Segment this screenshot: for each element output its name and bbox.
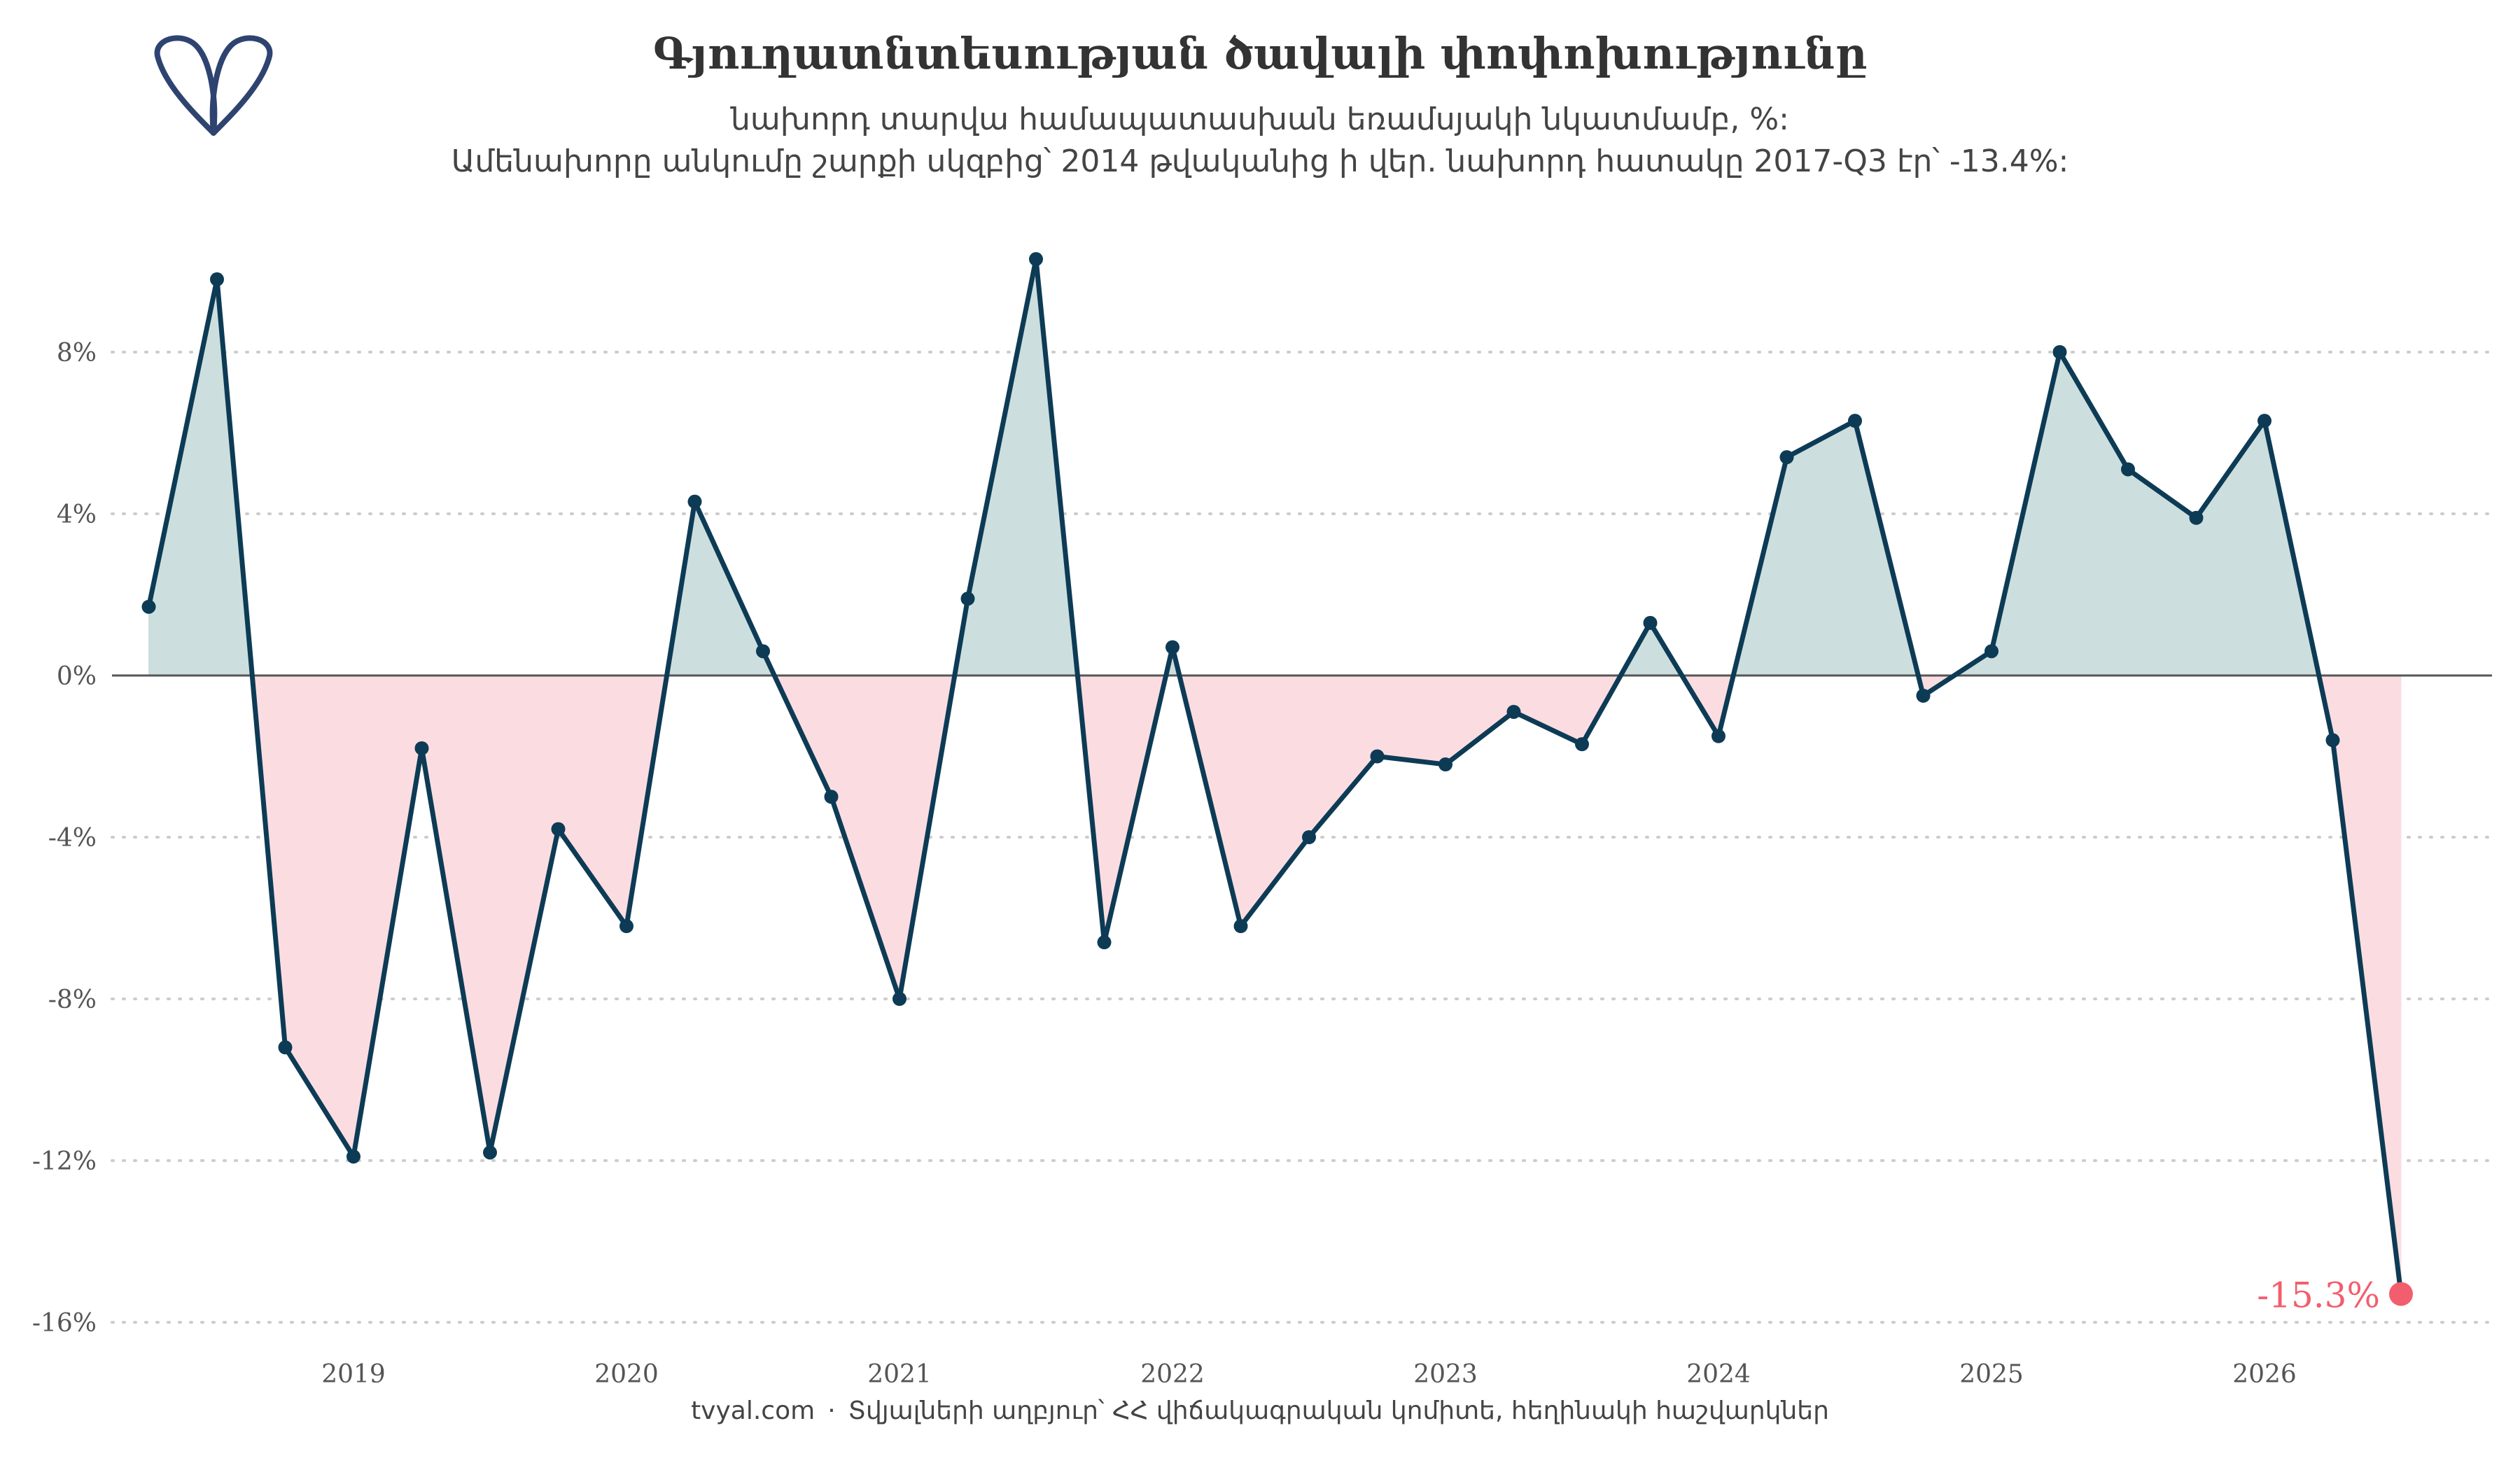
area-segment (285, 675, 354, 1158)
x-tick-label: 2019 (321, 1360, 386, 1389)
area-segment (2196, 419, 2265, 676)
area-segment (1513, 675, 1583, 745)
data-point (1848, 414, 1862, 428)
data-point (620, 919, 634, 934)
data-point (278, 1040, 293, 1055)
source-site: tvyal.com (691, 1396, 816, 1425)
area-segment (1240, 675, 1310, 927)
area-segment (1308, 675, 1378, 839)
area-segment (1786, 420, 1856, 676)
caption: tvyal.com · Տվյալների աղբյուր՝ ՀՀ վիճակագր… (0, 1396, 2520, 1425)
data-point (2258, 414, 2272, 428)
highlight-point (2389, 1282, 2413, 1306)
area-segment (558, 675, 627, 927)
area-segment (2059, 351, 2129, 676)
tvyal-logo-icon (154, 35, 273, 136)
x-tick-label: 2020 (594, 1360, 659, 1389)
chart-subtitle-1: նախորդ տարվա համապատասխան եռամսյակի նկատ… (730, 102, 1789, 137)
y-tick-label: -4% (48, 824, 97, 853)
x-tick-label: 2024 (1686, 1360, 1751, 1389)
annotation-label: -15.3% (2257, 1275, 2380, 1316)
data-point (1506, 704, 1521, 719)
y-tick-label: 8% (57, 339, 97, 368)
data-point (1029, 252, 1043, 267)
caption-separator: · (827, 1396, 836, 1425)
data-point (141, 599, 156, 614)
data-point (1984, 644, 1998, 659)
data-point (1370, 749, 1385, 764)
data-point (1712, 729, 1726, 743)
data-point (1779, 450, 1794, 465)
data-point (551, 822, 566, 836)
x-tick-label: 2022 (1140, 1360, 1205, 1389)
data-point (483, 1145, 497, 1160)
data-point (1438, 757, 1452, 772)
data-point (2325, 733, 2340, 748)
y-tick-label: -16% (32, 1309, 97, 1338)
data-point (2189, 510, 2204, 525)
point-layer (141, 252, 2413, 1306)
data-point (2121, 462, 2135, 477)
area-segment (489, 675, 559, 1153)
data-point (1302, 830, 1316, 844)
x-tick-label: 2023 (1413, 1360, 1478, 1389)
area-segment (1377, 675, 1446, 765)
data-point (960, 592, 975, 606)
data-point (1233, 919, 1248, 934)
data-point (414, 741, 429, 755)
area-segment (2127, 468, 2197, 676)
y-tick-label: 0% (57, 662, 97, 691)
x-axis-ticks: 2019 2020 2021 2022 2023 2024 2025 2026 (321, 1360, 2297, 1389)
y-tick-label: -8% (48, 986, 97, 1014)
chart-subtitle-2: Ամենախորը անկումը շարքի սկզբից՝ 2014 թվա… (451, 144, 2069, 179)
x-tick-label: 2025 (1959, 1360, 2024, 1389)
series-line (146, 256, 2404, 1297)
data-point (210, 272, 224, 287)
data-point (687, 494, 702, 509)
data-point (756, 644, 770, 659)
y-tick-label: 4% (57, 500, 97, 529)
y-tick-label: -12% (32, 1147, 97, 1176)
source-text: Տվյալների աղբյուր՝ ՀՀ վիճակագրական կոմիտ… (848, 1396, 1829, 1425)
annotation-layer: -15.3% (2257, 1275, 2380, 1316)
data-point (2052, 345, 2067, 359)
data-point (1166, 640, 1180, 654)
data-point (1575, 737, 1589, 752)
x-tick-label: 2021 (867, 1360, 932, 1389)
chart-title: Գյուղատնտեսության ծավալի փոփոխությունը (652, 28, 1868, 79)
data-point (824, 790, 839, 804)
data-point (346, 1149, 360, 1164)
data-point (1643, 615, 1658, 630)
data-point (892, 992, 906, 1006)
data-point (1097, 935, 1112, 950)
line-layer (146, 256, 2404, 1297)
x-tick-label: 2026 (2232, 1360, 2297, 1389)
data-point (1916, 688, 1931, 703)
y-axis-ticks: 8% 4% 0% -4% -8% -12% -16% (32, 339, 97, 1338)
